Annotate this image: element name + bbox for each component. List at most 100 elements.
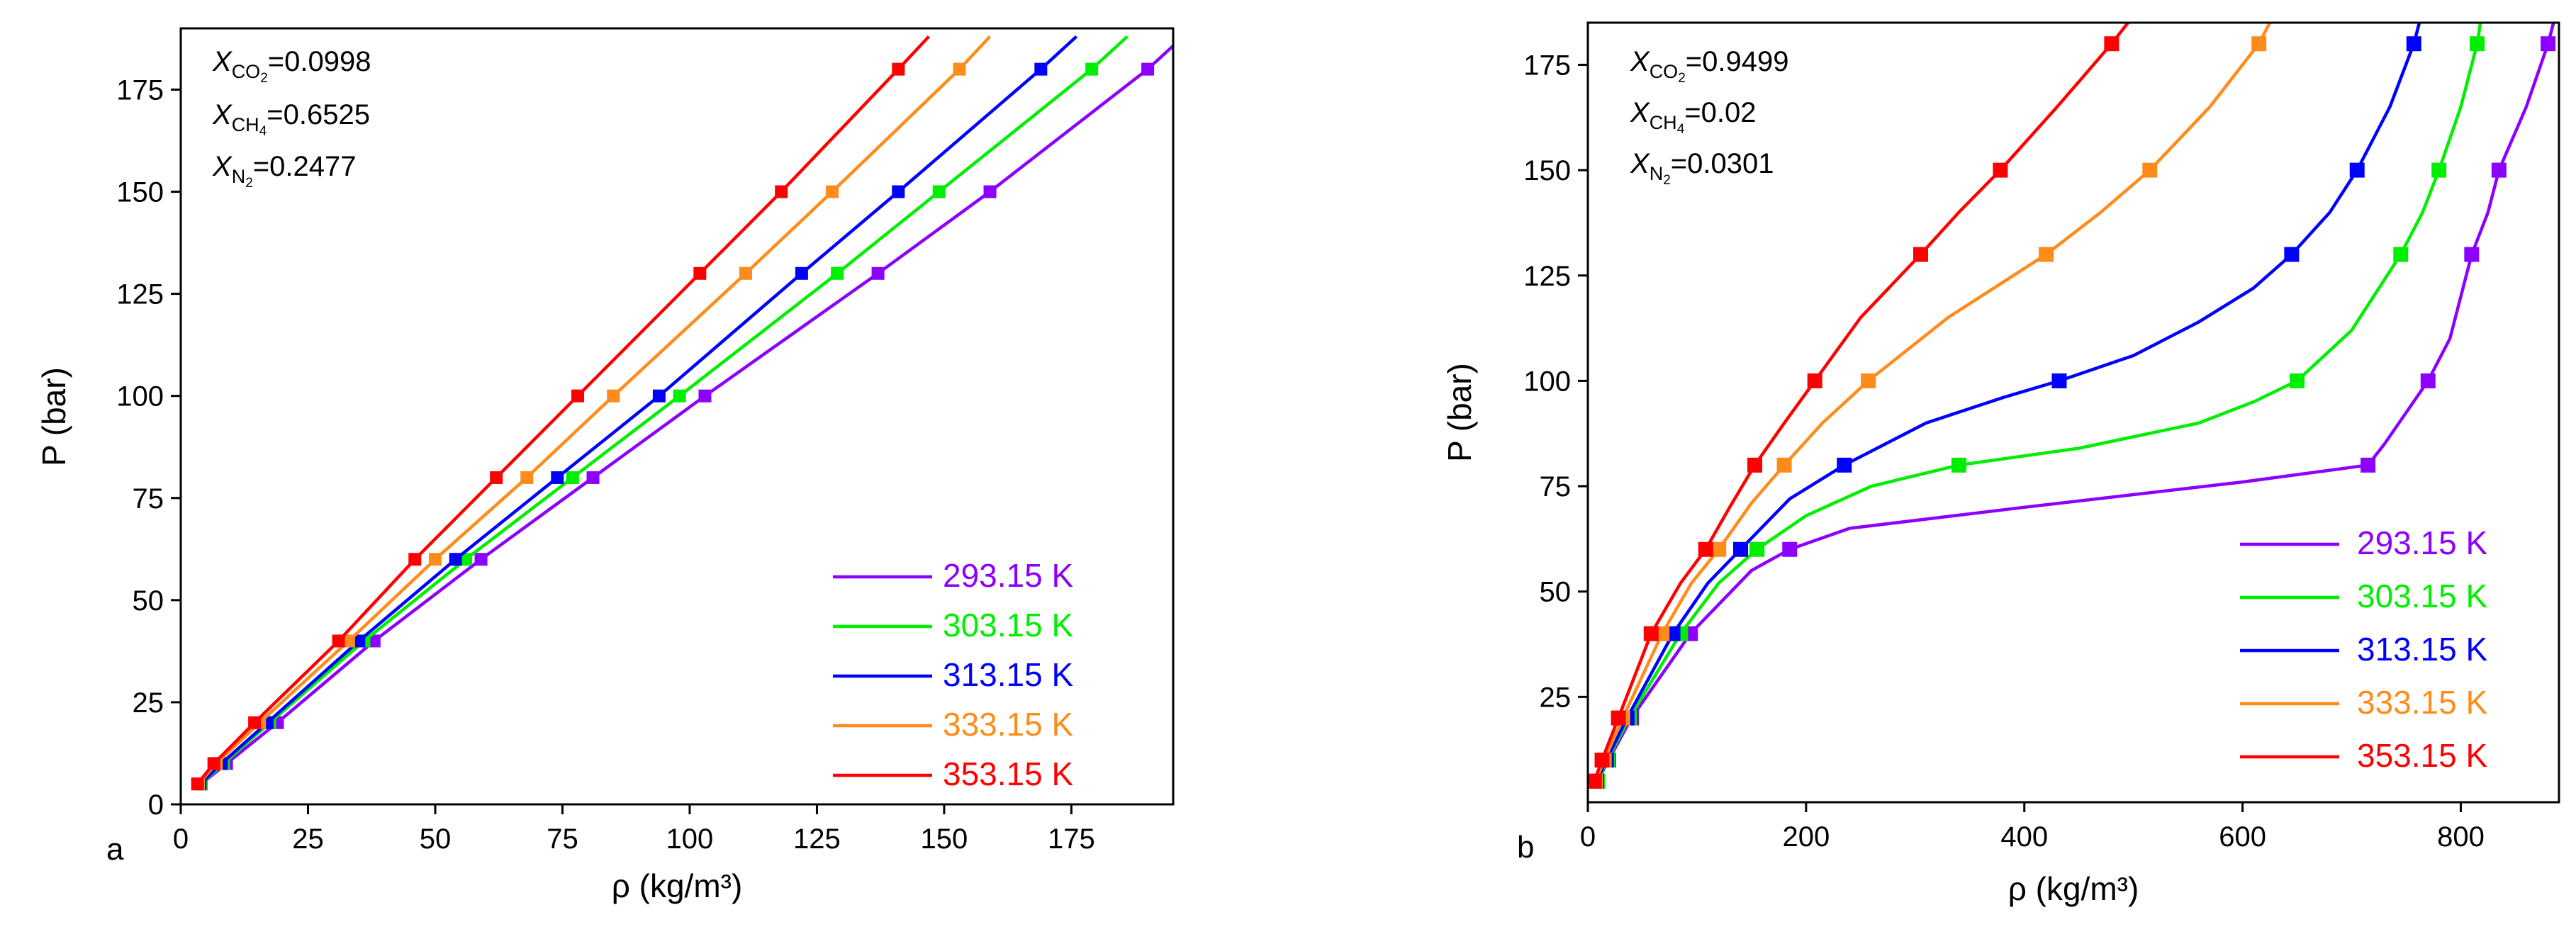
panel-a-series-0-point-6: [698, 389, 712, 403]
panel-a-series-0-point-3: [367, 634, 381, 648]
panel-b-series-1-point-8: [2431, 162, 2447, 178]
panel-a-legend-label-3: 333.15 K: [943, 706, 1073, 743]
panel-b-series-4-point-4: [1698, 541, 1713, 557]
panel-a-series-2-point-7: [795, 266, 808, 280]
panel-b-x-tick-label-1: 200: [1782, 821, 1830, 853]
panel-b-series-2-line: [1595, 23, 2421, 782]
panel-a-series-3-point-8: [825, 185, 839, 198]
panel-b-series-1-point-6: [2290, 373, 2305, 388]
panel-b-series-3-line: [1594, 23, 2272, 782]
panel-b-series-4-point-5: [1747, 457, 1763, 473]
panel-b-series-0-point-9: [2541, 36, 2556, 52]
panel-a-series-3-line: [197, 35, 992, 785]
panel-b-series-2-point-4: [1733, 541, 1749, 557]
panel-a-x-tick-label-0: 0: [173, 823, 189, 855]
panel-a-legend-label-2: 313.15 K: [943, 656, 1073, 693]
panel-a-series: [191, 35, 1173, 791]
panel-b-series-3-point-4: [1711, 541, 1727, 557]
panel-a-series-0-point-4: [474, 553, 488, 566]
panel-b-x-tick-label-2: 400: [2000, 821, 2048, 853]
panel-b-composition-2: XN2=0.0301: [1630, 148, 1774, 188]
panel-b-legend-label-3: 333.15 K: [2357, 684, 2487, 721]
panel-b-y-tick-label-6: 175: [1523, 50, 1571, 81]
panel-a-composition-0: XCO2=0.0998: [212, 46, 371, 86]
panel-a-series-2-point-3: [352, 634, 366, 648]
panel-b-y-axis-title: P (bar): [1441, 363, 1478, 462]
panel-b-series-2-point-8: [2349, 162, 2365, 178]
panel-b-y-tick-label-4: 125: [1523, 261, 1571, 292]
panel-a-x-tick-label-1: 25: [292, 823, 324, 855]
panel-b-x-tick-label-4: 800: [2437, 821, 2485, 853]
panel-b-composition-1: XCH4=0.02: [1630, 97, 1756, 137]
panel-b-series-1-point-5: [1951, 457, 1966, 473]
panel-a-series-3-point-4: [428, 553, 442, 566]
panel-b-series-2-point-5: [1837, 457, 1852, 473]
panel-b-y-tick-label-1: 50: [1540, 577, 1572, 608]
panel-a-x-ticks: 0 25 50 75 100 125 150 175: [173, 804, 1095, 855]
panel-b-series-3-point-8: [2142, 162, 2158, 178]
panel-b-x-tick-label-0: 0: [1580, 821, 1596, 853]
panel-a-series-4-point-8: [775, 185, 788, 198]
panel-a-series-4-point-3: [332, 634, 345, 648]
panel-a-series-4-point-6: [571, 389, 584, 403]
panel-b-series-0-point-5: [2361, 457, 2376, 473]
panel-a-series-2-point-4: [449, 553, 462, 566]
panel-a-series-3-point-5: [520, 471, 534, 484]
panel-b-series-4-point-8: [1993, 162, 2008, 178]
panel-b-series-1-point-9: [2470, 36, 2485, 52]
panel-a-x-tick-label-7: 175: [1048, 823, 1095, 855]
panel-b-series-1-point-7: [2393, 247, 2409, 262]
panel-b-series-3-point-9: [2251, 36, 2267, 52]
panel-a-legend: 293.15 K 303.15 K 313.15 K 333.15 K 353.15 K: [833, 557, 1073, 792]
panel-a-legend-label-0: 293.15 K: [943, 557, 1073, 594]
panel-b-series: [1588, 23, 2556, 789]
panel-a-composition: XCO2=0.0998 XCH4=0.6525 XN2=0.2477: [212, 46, 371, 191]
panel-a-y-tick-label-2: 50: [133, 585, 164, 617]
panel-b-series-4-point-9: [2104, 36, 2119, 52]
panel-a-x-tick-label-6: 150: [921, 823, 968, 855]
panel-b-x-axis-title: ρ (kg/m³): [2008, 870, 2139, 907]
panel-b-series-0-point-8: [2491, 162, 2507, 178]
panel-b-series-4-point-7: [1913, 247, 1928, 262]
panel-a: 0 25 50 75 100 125 150 175 0255075100125150175 …: [35, 27, 1175, 904]
panel-b-composition-0: XCO2=0.9499: [1630, 46, 1788, 86]
panel-a-y-tick-label-7: 175: [116, 74, 164, 106]
panel-b-series-0-point-4: [1782, 541, 1798, 557]
panel-b-series-4-point-2: [1611, 710, 1626, 726]
panel-b-y-ticks: 25 50 75 100 125 150 175: [1523, 50, 1588, 713]
panel-a-frame: [179, 27, 1175, 806]
panel-b-legend-label-2: 313.15 K: [2357, 631, 2487, 668]
panel-b-series-3-point-7: [2039, 247, 2054, 262]
panel-b-series-0-point-6: [2420, 373, 2436, 388]
panel-b-series-4-point-6: [1807, 373, 1822, 388]
panel-a-series-3-point-9: [953, 62, 966, 76]
panel-a-series-1-point-8: [932, 185, 946, 198]
panel-a-series-1-point-7: [831, 266, 844, 280]
panel-b-series-0-point-7: [2464, 247, 2480, 262]
panel-b-y-tick-label-5: 150: [1523, 155, 1571, 186]
panel-b-series-3-point-6: [1861, 373, 1876, 388]
panel-a-legend-label-4: 353.15 K: [943, 755, 1073, 792]
panel-b-series-4-point-1: [1594, 753, 1610, 768]
panel-a-y-tick-label-1: 25: [133, 687, 164, 719]
panel-a-letter: a: [106, 832, 124, 867]
panel-a-series-4-point-1: [207, 757, 220, 770]
panel-b-legend: 293.15 K 303.15 K 313.15 K 333.15 K 353.15 K: [2240, 524, 2487, 774]
panel-b-x-tick-label-3: 600: [2219, 821, 2266, 853]
panel-a-x-tick-label-3: 75: [547, 823, 578, 855]
panel-b-series-3-point-5: [1776, 457, 1792, 473]
panel-b-y-tick-label-2: 75: [1540, 471, 1572, 502]
panel-b-y-tick-label-0: 25: [1540, 682, 1572, 713]
panel-a-composition-1: XCH4=0.6525: [212, 99, 370, 139]
panel-a-series-2-point-5: [551, 471, 564, 484]
panel-a-y-ticks: 0 25 50 75 100 125 150 175: [116, 74, 181, 821]
panel-a-series-0-point-5: [586, 471, 600, 484]
panel-b-series-2-point-6: [2051, 373, 2067, 388]
panel-a-series-4-line: [196, 35, 931, 785]
panel-a-series-3-point-6: [607, 389, 620, 403]
panel-a-series-4-point-5: [490, 471, 503, 484]
panel-b-letter: b: [1517, 830, 1534, 865]
panel-a-y-tick-label-5: 125: [116, 279, 164, 310]
panel-a-legend-label-1: 303.15 K: [943, 607, 1073, 643]
panel-b-frame: [1586, 21, 2560, 804]
